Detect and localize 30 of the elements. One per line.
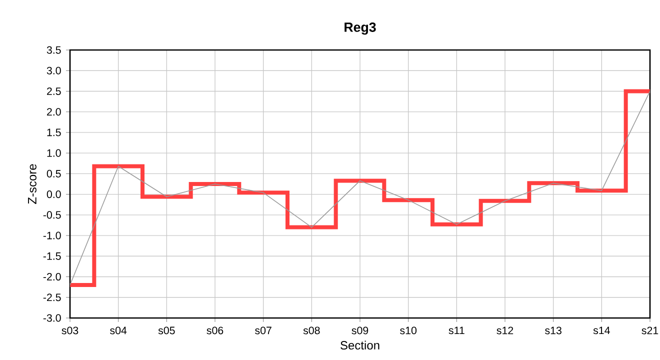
x-tick-label: s11 xyxy=(448,326,464,334)
x-tick-label: s10 xyxy=(400,326,417,334)
y-tick-label: 1.0 xyxy=(47,149,61,157)
y-tick-label: -0.5 xyxy=(43,211,61,219)
y-tick-label: 0.0 xyxy=(46,190,61,198)
y-tick-label: 2.0 xyxy=(47,108,61,116)
y-axis-title: Z-score xyxy=(28,164,36,204)
y-tick-label: -1.0 xyxy=(43,232,61,240)
x-tick-label: s08 xyxy=(303,326,320,334)
x-tick-label: s03 xyxy=(62,326,78,334)
y-tick-label: 2.5 xyxy=(47,87,61,96)
y-tick-label: 3.0 xyxy=(46,66,61,74)
x-tick-label: s13 xyxy=(545,326,562,334)
x-tick-label: s14 xyxy=(593,326,610,334)
x-axis-title: Section xyxy=(340,340,380,350)
y-tick-label: -2.5 xyxy=(43,294,61,302)
y-tick-label: 3.5 xyxy=(46,46,61,54)
x-tick-label: s21 xyxy=(642,326,658,334)
y-tick-label: -1.5 xyxy=(43,252,61,260)
x-tick-label: s06 xyxy=(206,326,224,334)
chart-title: Reg3 xyxy=(344,22,376,35)
y-tick-label: 1.5 xyxy=(47,128,61,136)
x-tick-label: s07 xyxy=(255,326,272,334)
x-tick-label: s05 xyxy=(158,326,175,334)
y-tick-label: -2.0 xyxy=(43,272,61,281)
x-tick-label: s12 xyxy=(496,326,514,334)
y-tick-label: -3.0 xyxy=(43,314,61,322)
y-tick-label: 0.5 xyxy=(46,170,61,178)
x-tick-label: s09 xyxy=(352,326,368,334)
x-tick-label: s04 xyxy=(110,326,127,334)
